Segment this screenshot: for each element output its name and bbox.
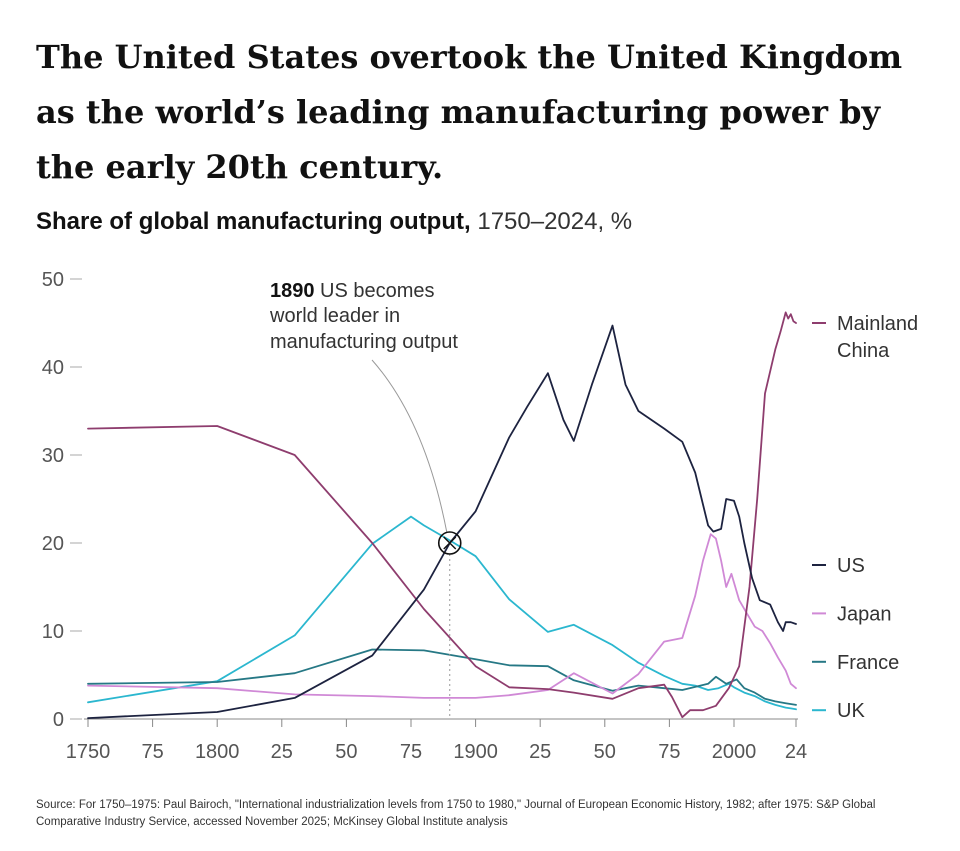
x-tick-label: 1750 [66,741,111,763]
x-axis: 1750 75 1800 25 50 75 1900 25 50 75 2000 24 [66,719,807,763]
annotation-year: 1890 [270,280,315,302]
chart-subtitle: Share of global manufacturing output, 17… [36,208,632,236]
x-tick-label: 75 [400,741,422,763]
series-label-mainland-china: Mainland [837,313,918,335]
annotation-text-line-1: 1890 US becomes [270,280,435,302]
x-tick-label: 75 [141,741,163,763]
series-line-mainland-china [87,311,797,719]
chart-title: The United States overtook the United Ki… [36,38,903,186]
x-tick-label: 50 [335,741,357,763]
y-tick-label: 10 [42,621,64,643]
series-line-us [87,324,797,719]
series-lines [87,311,797,719]
series-label-mainland-china: China [837,340,890,362]
x-tick-label: 25 [271,741,293,763]
x-tick-label: 50 [594,741,616,763]
y-axis: 0 10 20 30 40 50 [42,269,82,731]
y-tick-label: 20 [42,533,64,555]
subtitle-bold: Share of global manufacturing output, [36,208,471,235]
line-chart: 0 10 20 30 40 50 1750 75 1800 25 50 75 1900 25 50 75 20… [42,269,918,763]
series-label-us: US [837,555,865,577]
series-label-japan: Japan [837,603,892,625]
annotation-text-line-3: manufacturing output [270,331,458,353]
series-label-france: France [837,652,899,674]
x-tick-label: 24 [785,741,807,763]
y-tick-label: 0 [53,709,64,731]
crossover-marker [437,531,462,555]
annotation-text-line-2: world leader in [269,305,400,327]
annotation-leader-line [371,359,448,533]
series-line-uk [87,515,797,711]
x-tick-label: 1800 [195,741,240,763]
x-tick-label: 1900 [453,741,498,763]
annotation-1890: 1890 US becomes world leader in manufact… [269,280,462,719]
y-tick-label: 50 [42,269,64,291]
y-tick-label: 40 [42,357,64,379]
source-note: Source: For 1750–1975: Paul Bairoch, "In… [36,799,876,828]
x-tick-label: 25 [529,741,551,763]
series-line-japan [87,533,797,699]
series-line-france [87,648,797,706]
x-tick-label: 2000 [712,741,757,763]
crossover-x-mark [443,536,457,550]
x-tick-label: 75 [658,741,680,763]
series-labels: Mainland China US Japan France UK [812,313,918,722]
annotation-line1: US becomes [315,280,435,302]
series-label-uk: UK [837,700,865,722]
y-tick-label: 30 [42,445,64,467]
subtitle-range: 1750–2024, % [470,208,633,235]
